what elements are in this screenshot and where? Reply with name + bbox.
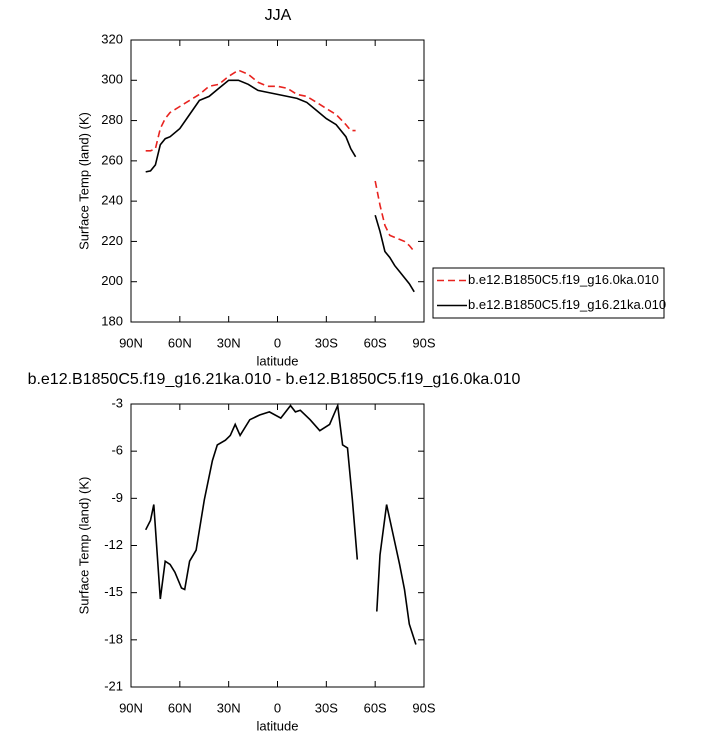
y-tick-label: 280 bbox=[101, 112, 123, 127]
data-line bbox=[144, 402, 417, 645]
x-tick-label: 60S bbox=[364, 335, 387, 350]
y-tick-label: -9 bbox=[111, 490, 123, 505]
x-tick-label: 30N bbox=[217, 335, 241, 350]
plot-frame bbox=[130, 39, 425, 323]
y-tick-label: 200 bbox=[101, 273, 123, 288]
y-axis-label: Surface Temp (land) (K) bbox=[76, 477, 91, 615]
y-tick-label: -3 bbox=[111, 395, 123, 410]
y-tick-label: -21 bbox=[104, 678, 123, 693]
legend-label: b.e12.B1850C5.f19_g16.21ka.010 bbox=[468, 297, 666, 312]
x-tick-label: 90N bbox=[119, 335, 143, 350]
x-axis-label: latitude bbox=[257, 718, 299, 733]
y-tick-label: -15 bbox=[104, 584, 123, 599]
y-tick-label: 220 bbox=[101, 233, 123, 248]
x-tick-label: 0 bbox=[274, 700, 281, 715]
x-tick-label: 60S bbox=[364, 700, 387, 715]
y-tick-label: 240 bbox=[101, 193, 123, 208]
plot-frame bbox=[130, 403, 425, 688]
data-line bbox=[145, 69, 415, 253]
x-tick-label: 60N bbox=[168, 700, 192, 715]
legend-label: b.e12.B1850C5.f19_g16.0ka.010 bbox=[468, 272, 659, 287]
chart-title: JJA bbox=[265, 7, 292, 24]
y-tick-label: -12 bbox=[104, 537, 123, 552]
x-tick-label: 90S bbox=[412, 335, 435, 350]
x-tick-label: 90N bbox=[119, 700, 143, 715]
y-tick-label: 300 bbox=[101, 72, 123, 87]
y-tick-label: 260 bbox=[101, 152, 123, 167]
x-axis-label: latitude bbox=[257, 353, 299, 368]
x-tick-label: 30S bbox=[315, 700, 338, 715]
x-tick-label: 90S bbox=[412, 700, 435, 715]
x-tick-label: 0 bbox=[274, 335, 281, 350]
y-tick-label: 320 bbox=[101, 31, 123, 46]
x-tick-label: 30S bbox=[315, 335, 338, 350]
y-axis-label: Surface Temp (land) (K) bbox=[76, 112, 91, 250]
chart-title: b.e12.B1850C5.f19_g16.21ka.010 - b.e12.B… bbox=[28, 371, 521, 388]
data-line bbox=[145, 79, 415, 293]
x-tick-label: 30N bbox=[217, 700, 241, 715]
x-tick-label: 60N bbox=[168, 335, 192, 350]
legend-box bbox=[432, 267, 665, 319]
y-tick-label: 180 bbox=[101, 313, 123, 328]
y-tick-label: -6 bbox=[111, 443, 123, 458]
y-tick-label: -18 bbox=[104, 631, 123, 646]
